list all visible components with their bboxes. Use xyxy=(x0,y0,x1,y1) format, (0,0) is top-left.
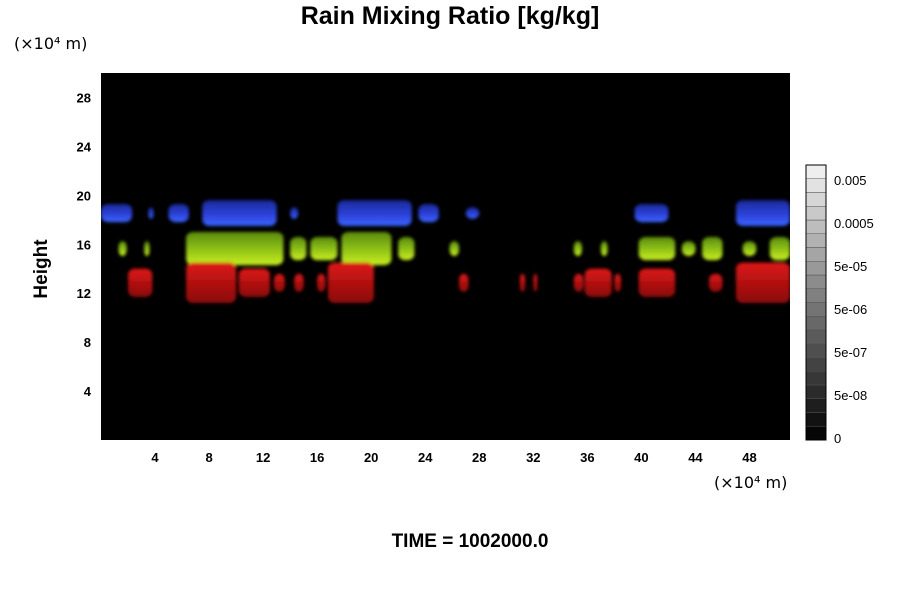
region-middle-11 xyxy=(681,241,696,256)
region-lower-13 xyxy=(638,268,676,297)
region-lower-15 xyxy=(735,262,790,303)
x-tick-label-2: 12 xyxy=(256,450,270,465)
colorbar-level-10 xyxy=(805,288,827,303)
region-middle-2 xyxy=(186,232,284,266)
colorbar-level-2 xyxy=(805,398,827,413)
region-middle-3 xyxy=(290,236,307,261)
colorbar-level-12 xyxy=(805,261,827,276)
region-upper-5 xyxy=(337,200,412,226)
x-tick-label-9: 40 xyxy=(634,450,648,465)
region-upper-2 xyxy=(168,204,189,223)
x-tick-label-10: 44 xyxy=(688,450,703,465)
x-tick-label-1: 8 xyxy=(205,450,212,465)
y-tick-label-5: 24 xyxy=(77,139,92,154)
y-tick-label-3: 16 xyxy=(77,237,91,252)
region-lower-1 xyxy=(186,262,237,303)
colorbar-level-6 xyxy=(805,343,827,358)
region-lower-6 xyxy=(327,262,374,303)
colorbar-label-2: 5e-05 xyxy=(834,259,867,274)
y-tick-label-6: 28 xyxy=(77,90,91,105)
x-tick-label-8: 36 xyxy=(580,450,594,465)
colorbar-label-0: 0.005 xyxy=(834,173,867,188)
x-tick-label-3: 16 xyxy=(310,450,324,465)
colorbar-level-15 xyxy=(805,219,827,234)
colorbar-frame xyxy=(805,164,827,441)
x-tick-label-11: 48 xyxy=(742,450,756,465)
colorbar-label-6: 0 xyxy=(834,431,841,446)
region-upper-8 xyxy=(634,204,669,223)
region-lower-14 xyxy=(708,273,723,292)
colorbar-level-11 xyxy=(805,274,827,289)
region-upper-9 xyxy=(735,200,790,226)
x-tick-label-4: 20 xyxy=(364,450,378,465)
y-axis-unit: (×10⁴ m) xyxy=(14,34,88,53)
region-lower-10 xyxy=(573,273,584,292)
region-lower-11 xyxy=(584,268,612,297)
region-upper-3 xyxy=(202,200,277,226)
region-lower-2 xyxy=(238,268,270,297)
colorbar-level-4 xyxy=(805,371,827,386)
colorbar-level-9 xyxy=(805,302,827,317)
colorbar-level-17 xyxy=(805,192,827,207)
colorbar-level-16 xyxy=(805,206,827,221)
colorbar-level-18 xyxy=(805,178,827,193)
colorbar-level-8 xyxy=(805,316,827,331)
region-upper-6 xyxy=(418,204,439,223)
region-upper-7 xyxy=(465,207,480,219)
colorbar-level-19 xyxy=(805,164,827,179)
region-lower-3 xyxy=(273,273,285,292)
region-middle-7 xyxy=(449,241,460,256)
region-middle-4 xyxy=(310,236,338,261)
x-tick-label-5: 24 xyxy=(418,450,433,465)
colorbar-level-1 xyxy=(805,412,827,427)
colorbar-label-5: 5e-08 xyxy=(834,388,867,403)
cloud-regions xyxy=(101,200,790,303)
colorbar-label-1: 0.0005 xyxy=(834,216,874,231)
region-lower-12 xyxy=(614,273,622,292)
x-axis-unit: (×10⁴ m) xyxy=(714,473,788,492)
colorbar-label-3: 5e-06 xyxy=(834,302,867,317)
region-upper-0 xyxy=(101,204,133,223)
region-middle-1 xyxy=(144,241,150,256)
colorbar-level-3 xyxy=(805,384,827,399)
region-lower-8 xyxy=(519,273,526,292)
region-middle-10 xyxy=(638,236,676,261)
colorbar-level-0 xyxy=(805,426,827,441)
region-upper-1 xyxy=(148,207,154,219)
region-middle-8 xyxy=(573,241,582,256)
region-lower-5 xyxy=(317,273,326,292)
region-middle-12 xyxy=(702,236,723,261)
colorbar-level-7 xyxy=(805,329,827,344)
region-upper-4 xyxy=(290,207,299,219)
x-tick-label-6: 28 xyxy=(472,450,486,465)
region-lower-9 xyxy=(533,273,538,292)
region-middle-9 xyxy=(600,241,608,256)
time-label: TIME = 1002000.0 xyxy=(391,531,549,552)
y-tick-label-2: 12 xyxy=(77,286,91,301)
colorbar-level-13 xyxy=(805,247,827,262)
y-tick-label-4: 20 xyxy=(77,188,91,203)
x-tick-label-7: 32 xyxy=(526,450,540,465)
region-lower-7 xyxy=(459,273,469,292)
region-middle-14 xyxy=(769,236,790,261)
colorbar-level-5 xyxy=(805,357,827,372)
x-tick-label-0: 4 xyxy=(151,450,159,465)
colorbar-label-4: 5e-07 xyxy=(834,345,867,360)
y-tick-label-1: 8 xyxy=(84,335,91,350)
region-middle-6 xyxy=(398,236,415,261)
y-tick-label-0: 4 xyxy=(84,384,92,399)
chart-title: Rain Mixing Ratio [kg/kg] xyxy=(300,2,600,30)
colorbar-level-14 xyxy=(805,233,827,248)
region-middle-5 xyxy=(341,232,392,266)
region-lower-0 xyxy=(128,268,153,297)
region-middle-0 xyxy=(118,241,127,256)
region-middle-13 xyxy=(742,241,757,256)
region-lower-4 xyxy=(294,273,304,292)
